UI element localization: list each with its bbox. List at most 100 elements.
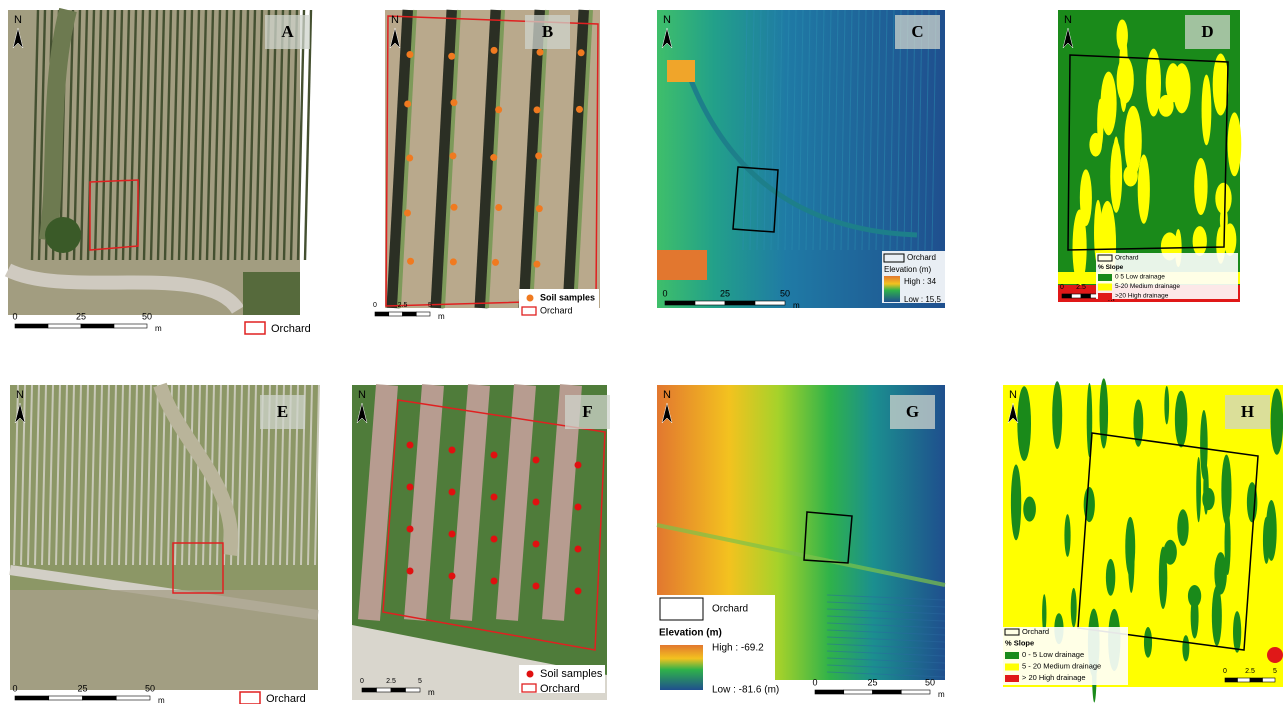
soil-sample	[449, 447, 456, 454]
soil-sample	[491, 578, 498, 585]
scale-segment	[844, 690, 873, 694]
figure: AN02550mOrchardBN02.55mSoil samplesOrcha…	[0, 0, 1283, 704]
north-label: N	[358, 389, 366, 401]
soil-sample	[491, 536, 498, 543]
green-patch	[1182, 635, 1189, 661]
soil-sample	[406, 155, 413, 162]
scale-label: 0	[360, 678, 364, 685]
green-patch	[1196, 457, 1201, 522]
legend-dot	[527, 295, 534, 302]
yellow-patch	[1228, 112, 1242, 176]
legend-title: Elevation (m)	[884, 265, 931, 274]
soil-sample	[449, 531, 456, 538]
scale-label: 5	[1273, 668, 1277, 675]
legend-label: Orchard	[266, 693, 306, 704]
yellow-patch	[1123, 165, 1137, 186]
scale-segment	[1072, 294, 1082, 298]
yellow-patch	[1202, 75, 1212, 146]
high-area	[657, 250, 707, 280]
scale-label: 2.5	[386, 678, 396, 685]
soil-sample	[575, 504, 582, 511]
legend-label: Orchard	[907, 253, 936, 262]
legend-label: 0 5 Low drainage	[1115, 274, 1165, 281]
green-patch	[1191, 594, 1199, 638]
page: AN02550mOrchardBN02.55mSoil samplesOrcha…	[0, 0, 1283, 704]
legend-label: Orchard	[1115, 255, 1139, 262]
legend-title: Elevation (m)	[659, 628, 722, 639]
scale-unit: m	[158, 696, 165, 704]
green-patch	[1175, 391, 1188, 448]
scale-label: 5	[428, 302, 432, 309]
scale-segment	[391, 688, 406, 692]
panel-label: D	[1201, 22, 1213, 41]
scale-label: 0	[373, 302, 377, 309]
elevation-ramp	[884, 276, 900, 302]
panel-label: C	[911, 22, 923, 41]
scale-unit: m	[793, 301, 800, 310]
green-patch	[1071, 588, 1077, 628]
scale-segment	[901, 690, 930, 694]
panel-label: E	[277, 402, 288, 421]
soil-sample	[449, 573, 456, 580]
soil-sample	[491, 47, 498, 54]
green-patch	[1144, 627, 1152, 658]
soil-sample	[495, 106, 502, 113]
scale-segment	[755, 301, 785, 305]
scale-segment	[815, 690, 844, 694]
scale-segment	[375, 312, 389, 316]
scale-unit: m	[938, 690, 945, 699]
soil-sample	[578, 49, 585, 56]
scale-segment	[1238, 678, 1251, 682]
green-patch	[1011, 464, 1021, 540]
yellow-patch	[1213, 54, 1229, 116]
soil-sample	[407, 484, 414, 491]
yellow-patch	[1119, 32, 1128, 112]
legend-label: Soil samples	[540, 292, 595, 302]
green-patch	[1125, 517, 1135, 576]
soil-sample	[407, 526, 414, 533]
north-label: N	[1009, 389, 1017, 401]
soil-sample	[533, 499, 540, 506]
north-label: N	[1064, 14, 1072, 26]
soil-sample	[533, 457, 540, 464]
scale-segment	[48, 324, 81, 328]
scale-label: 50	[145, 683, 155, 693]
north-label: N	[663, 14, 671, 26]
legend-label: 0 - 5 Low drainage	[1022, 650, 1084, 659]
green-patch	[1017, 386, 1031, 461]
soil-sample	[533, 261, 540, 268]
scale-label: 50	[925, 677, 935, 687]
legend-label: > 20 High drainage	[1022, 673, 1086, 682]
soil-sample	[491, 494, 498, 501]
legend-label: Orchard	[712, 604, 748, 615]
scale-segment	[81, 324, 114, 328]
scale-segment	[873, 690, 902, 694]
panel-label: H	[1241, 402, 1254, 421]
soil-sample	[535, 152, 542, 159]
legend-label: >20 High drainage	[1115, 293, 1169, 300]
yellow-patch	[1138, 154, 1150, 223]
yellow-patch	[1097, 99, 1103, 149]
soil-sample	[451, 204, 458, 211]
legend-title: % Slope	[1005, 638, 1034, 647]
legend-label: Orchard	[271, 323, 311, 335]
scale-label: 25	[76, 311, 86, 321]
panel-label: A	[281, 22, 294, 41]
scale-segment	[1081, 294, 1091, 298]
scale-segment	[114, 324, 147, 328]
panel-label: G	[906, 402, 919, 421]
scale-label: 25	[77, 683, 87, 693]
soil-sample	[575, 546, 582, 553]
soil-sample	[575, 462, 582, 469]
elevation-ramp	[660, 645, 703, 690]
scale-segment	[1263, 678, 1276, 682]
soil-sample	[537, 49, 544, 56]
soil-sample	[492, 259, 499, 266]
legend-orchard	[245, 322, 265, 334]
scale-label: 25	[867, 677, 877, 687]
scale-segment	[1250, 678, 1263, 682]
green-patch	[1203, 464, 1208, 515]
legend-swatch	[1098, 274, 1112, 281]
soil-sample	[404, 100, 411, 107]
scale-label: 5	[418, 678, 422, 685]
